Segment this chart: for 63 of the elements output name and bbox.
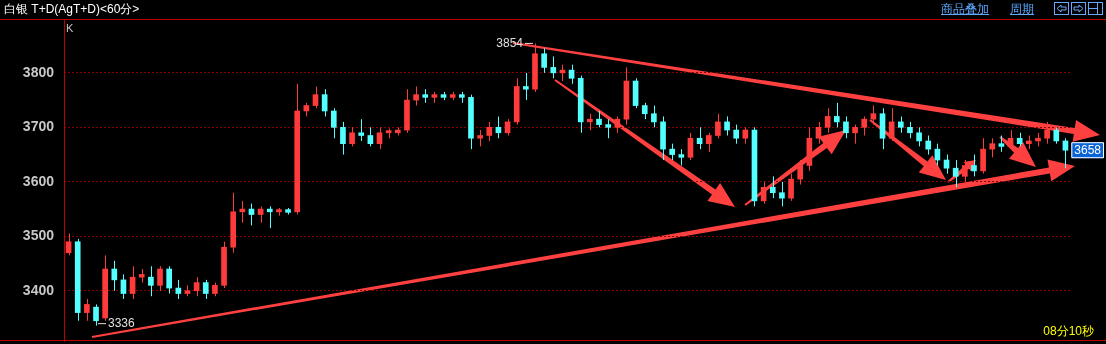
candlestick (605, 118, 611, 139)
candlestick (358, 118, 365, 142)
candlestick (486, 121, 493, 142)
candlestick (769, 175, 776, 199)
candlestick (861, 115, 868, 137)
candlestick (788, 173, 794, 202)
candlestick (916, 126, 922, 147)
candlestick (833, 102, 840, 128)
candlestick (705, 132, 712, 153)
candlestick (925, 135, 932, 156)
y-tick-label: 3500 (22, 227, 55, 244)
candlestick (266, 205, 273, 229)
candlestick (952, 159, 959, 188)
candlestick (367, 126, 374, 147)
candlestick (193, 276, 200, 297)
chart-title: 白银 T+D(AgT+D)<60分> (4, 1, 140, 18)
candlestick (340, 121, 346, 156)
candlestick (148, 265, 154, 297)
candlestick (376, 126, 383, 150)
candlestick (824, 107, 831, 134)
candlestick (523, 72, 529, 101)
candlestick (733, 124, 740, 145)
candlestick (971, 154, 977, 177)
y-tick-label: 3600 (22, 172, 55, 189)
candlestick (312, 85, 319, 109)
candlestick (980, 137, 986, 175)
candlestick (1007, 129, 1014, 150)
candlestick (815, 121, 822, 145)
annotation: 3658 (1074, 142, 1102, 157)
candlestick (157, 265, 163, 292)
y-tick-label: 3800 (22, 63, 55, 80)
annotation: K (66, 22, 74, 34)
text: 周期 (1010, 1, 1034, 18)
y-tick-label: 3400 (22, 281, 55, 298)
candlestick (550, 56, 557, 79)
candlestick (65, 233, 72, 256)
annotation: 08分10秒 (1043, 323, 1094, 340)
candlestick (843, 115, 849, 139)
candlestick (175, 279, 182, 300)
candlestick (715, 113, 721, 139)
candlestick (797, 159, 804, 186)
candlestick (1044, 121, 1050, 145)
candlestick (724, 115, 730, 137)
y-tick-label: 3700 (22, 118, 55, 135)
annotation: 3336 (108, 315, 136, 330)
candlestick (111, 260, 118, 292)
candlestick (93, 303, 99, 327)
candlestick (568, 64, 575, 85)
candlestick (349, 126, 355, 147)
candlestick (943, 154, 950, 175)
annotation: 3854 (496, 35, 524, 50)
candlestick (413, 85, 419, 107)
text: 商品叠加 (941, 1, 989, 18)
candlestick (541, 47, 547, 74)
candlestick (852, 124, 858, 145)
candlestick (962, 159, 968, 183)
candlestick (202, 279, 209, 300)
candlestick (651, 105, 657, 128)
candlestick (166, 265, 172, 295)
candlestick (989, 137, 996, 158)
candlestick (330, 107, 337, 139)
candlestick (84, 298, 90, 322)
candlestick (779, 181, 785, 207)
